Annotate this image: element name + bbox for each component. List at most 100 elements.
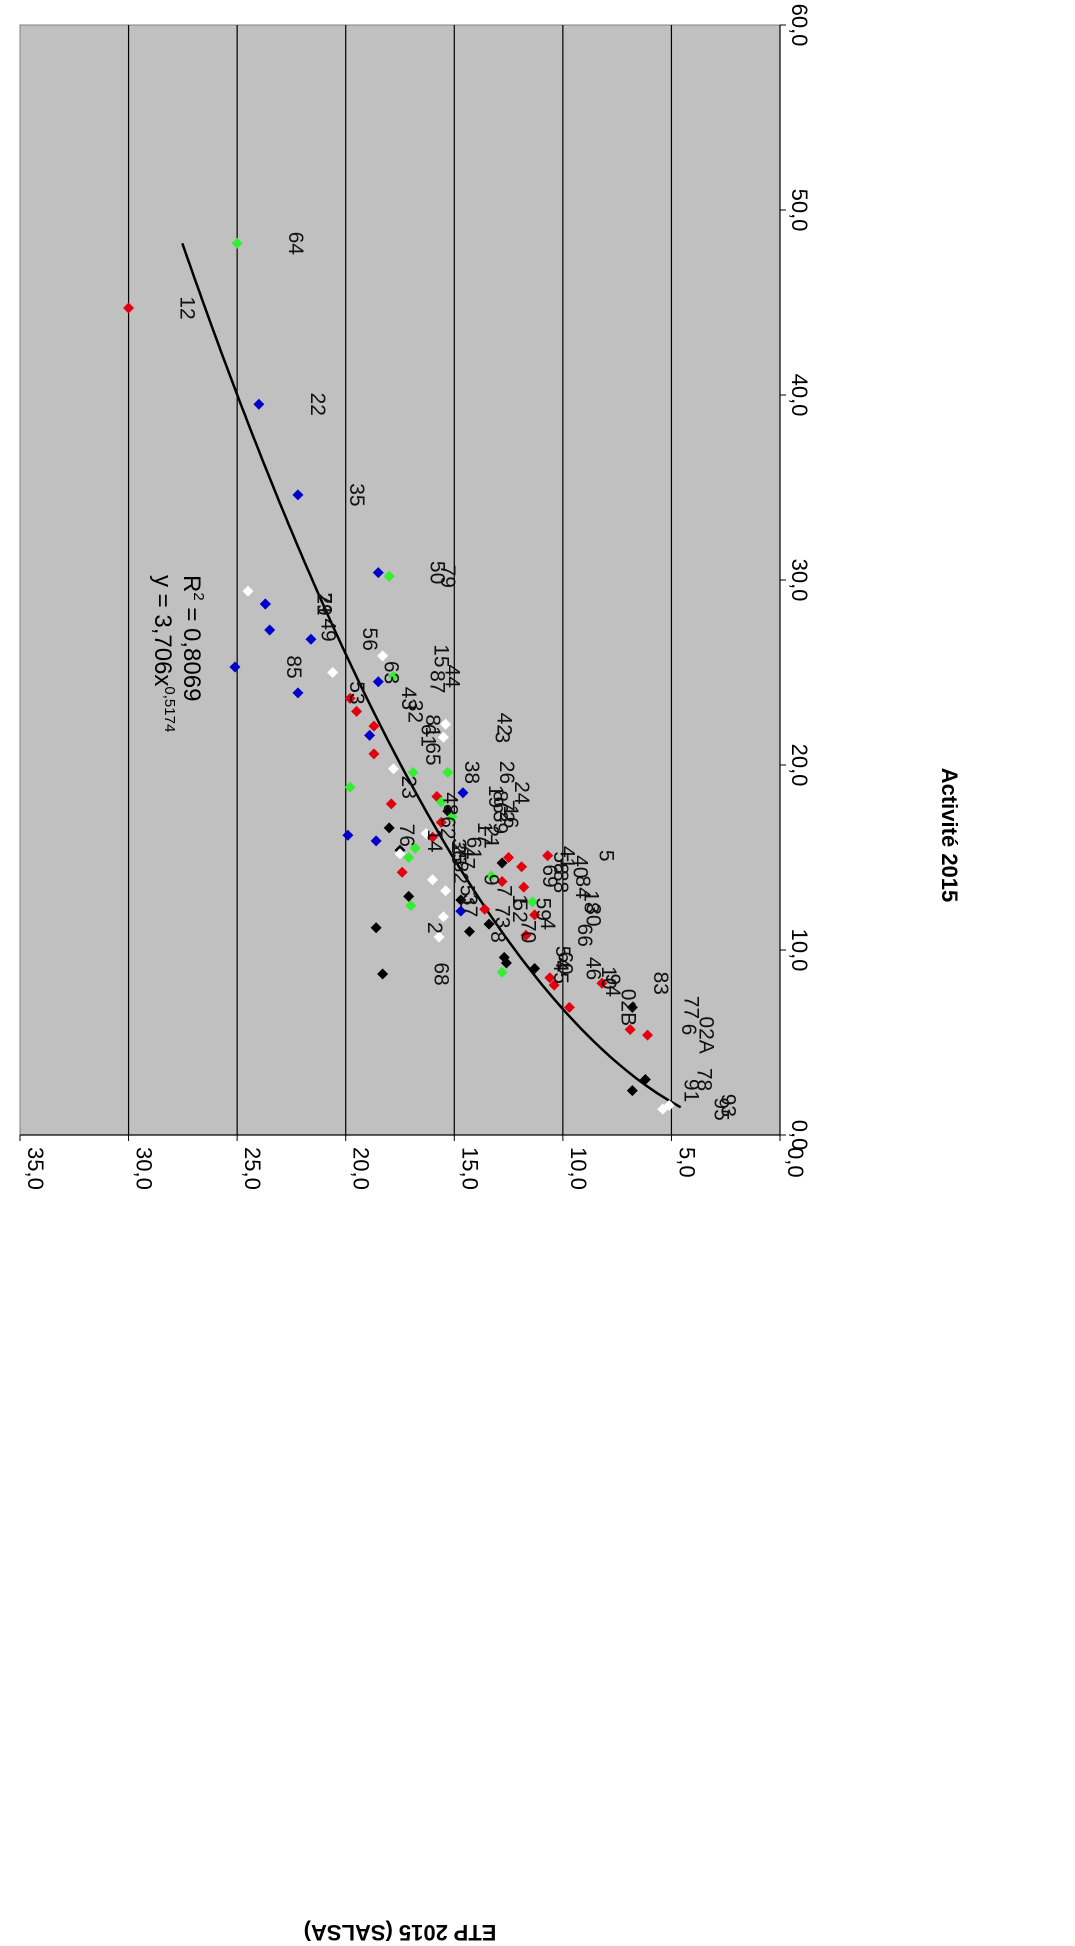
point-label: 35 (345, 483, 368, 506)
data-point (253, 398, 265, 410)
point-label: 61 (417, 724, 440, 747)
point-label: 87 (425, 670, 448, 693)
data-point (305, 633, 317, 645)
y-axis-title: ETP 2015 (SALSA) (304, 1920, 497, 1945)
point-label: 69 (538, 864, 561, 887)
point-label: 85 (282, 655, 305, 678)
data-point (479, 903, 491, 915)
point-label: 22 (306, 393, 329, 416)
point-label: 63 (380, 661, 403, 684)
plot-area (19, 24, 781, 1136)
data-point (435, 816, 447, 828)
data-point (327, 667, 339, 678)
point-label: 72 (495, 800, 518, 823)
data-point (463, 926, 475, 937)
trendline (181, 242, 682, 1109)
point-label: 2 (423, 922, 446, 934)
data-point (370, 922, 382, 934)
point-label: 70 (517, 920, 540, 943)
point-label: 24 (510, 781, 533, 805)
data-point (529, 909, 541, 921)
point-label: 77 (679, 996, 702, 1019)
point-label: 95 (710, 1097, 733, 1120)
x-tick-label: 30,0 (787, 559, 812, 602)
data-point (544, 972, 556, 984)
data-point (455, 894, 467, 906)
data-point (457, 787, 469, 799)
data-point (483, 918, 495, 930)
data-point (548, 979, 560, 991)
point-label: 53 (345, 681, 368, 704)
point-label: 32 (404, 700, 427, 723)
data-point (342, 829, 354, 841)
point-label: 4 (536, 918, 559, 930)
data-point (518, 881, 530, 893)
point-label: 41 (556, 846, 579, 869)
x-tick-label: 0,0 (787, 1120, 812, 1151)
x-tick-label: 10,0 (787, 929, 812, 972)
point-label: 56 (358, 628, 381, 651)
point-label: 46 (582, 957, 605, 980)
point-label: 42 (493, 713, 516, 736)
point-label: 88 (549, 870, 572, 893)
point-label: 60 (553, 951, 576, 974)
data-point (440, 885, 452, 897)
point-label: 26 (495, 761, 518, 784)
equation-annotation: y = 3,706x0,5174 (149, 575, 178, 732)
data-point (639, 1074, 651, 1085)
point-label: 15 (430, 644, 453, 667)
y-tick-label: 5,0 (674, 1147, 699, 1178)
point-label: 38 (460, 761, 483, 784)
point-label: 12 (176, 296, 199, 319)
data-point (446, 811, 458, 823)
point-label: 49 (317, 618, 340, 641)
y-tick-label: 10,0 (566, 1147, 591, 1190)
r2-exponent: 2 (190, 592, 207, 600)
data-point (344, 692, 356, 704)
data-point (385, 798, 397, 810)
data-point (292, 489, 304, 501)
data-point (435, 796, 447, 808)
point-label: 7 (493, 885, 516, 897)
point-label: 39 (488, 811, 511, 834)
data-point (409, 842, 421, 854)
point-label: 64 (284, 232, 307, 256)
point-label: 9 (480, 874, 503, 886)
point-label: 43 (397, 687, 420, 710)
point-label: 18 (580, 890, 603, 913)
data-point (368, 720, 380, 732)
r-squared-annotation: R2 = 0,8069 (178, 575, 207, 701)
point-label: 45 (549, 961, 572, 984)
x-tick-label: 20,0 (787, 744, 812, 787)
y-tick-label: 15,0 (457, 1147, 482, 1190)
x-axis-title: Activité 2015 (937, 768, 962, 903)
point-label: 44 (441, 665, 464, 689)
data-point (500, 957, 512, 969)
data-point (344, 781, 356, 793)
data-point (396, 866, 408, 878)
data-point (596, 977, 608, 989)
point-label: 10 (597, 966, 620, 989)
data-point (407, 766, 419, 778)
point-label: 51 (456, 885, 479, 908)
gridlines (127, 25, 673, 1135)
data-point (642, 1029, 654, 1041)
point-label: 19 (484, 785, 507, 808)
tick-labels: 0,05,010,015,020,025,030,035,00,010,020,… (23, 4, 812, 1190)
r2-value: = 0,8069 (178, 601, 205, 702)
data-point (516, 861, 528, 873)
x-tick-label: 50,0 (787, 189, 812, 232)
data-point (437, 911, 449, 923)
y-tick-label: 35,0 (23, 1147, 48, 1190)
data-point (485, 870, 497, 882)
x-tick-label: 60,0 (787, 4, 812, 47)
data-point (442, 766, 454, 778)
data-point (529, 963, 541, 974)
data-point (403, 890, 415, 902)
data-point (387, 763, 399, 775)
point-label: 82 (449, 861, 472, 884)
point-label: 58 (549, 851, 572, 874)
